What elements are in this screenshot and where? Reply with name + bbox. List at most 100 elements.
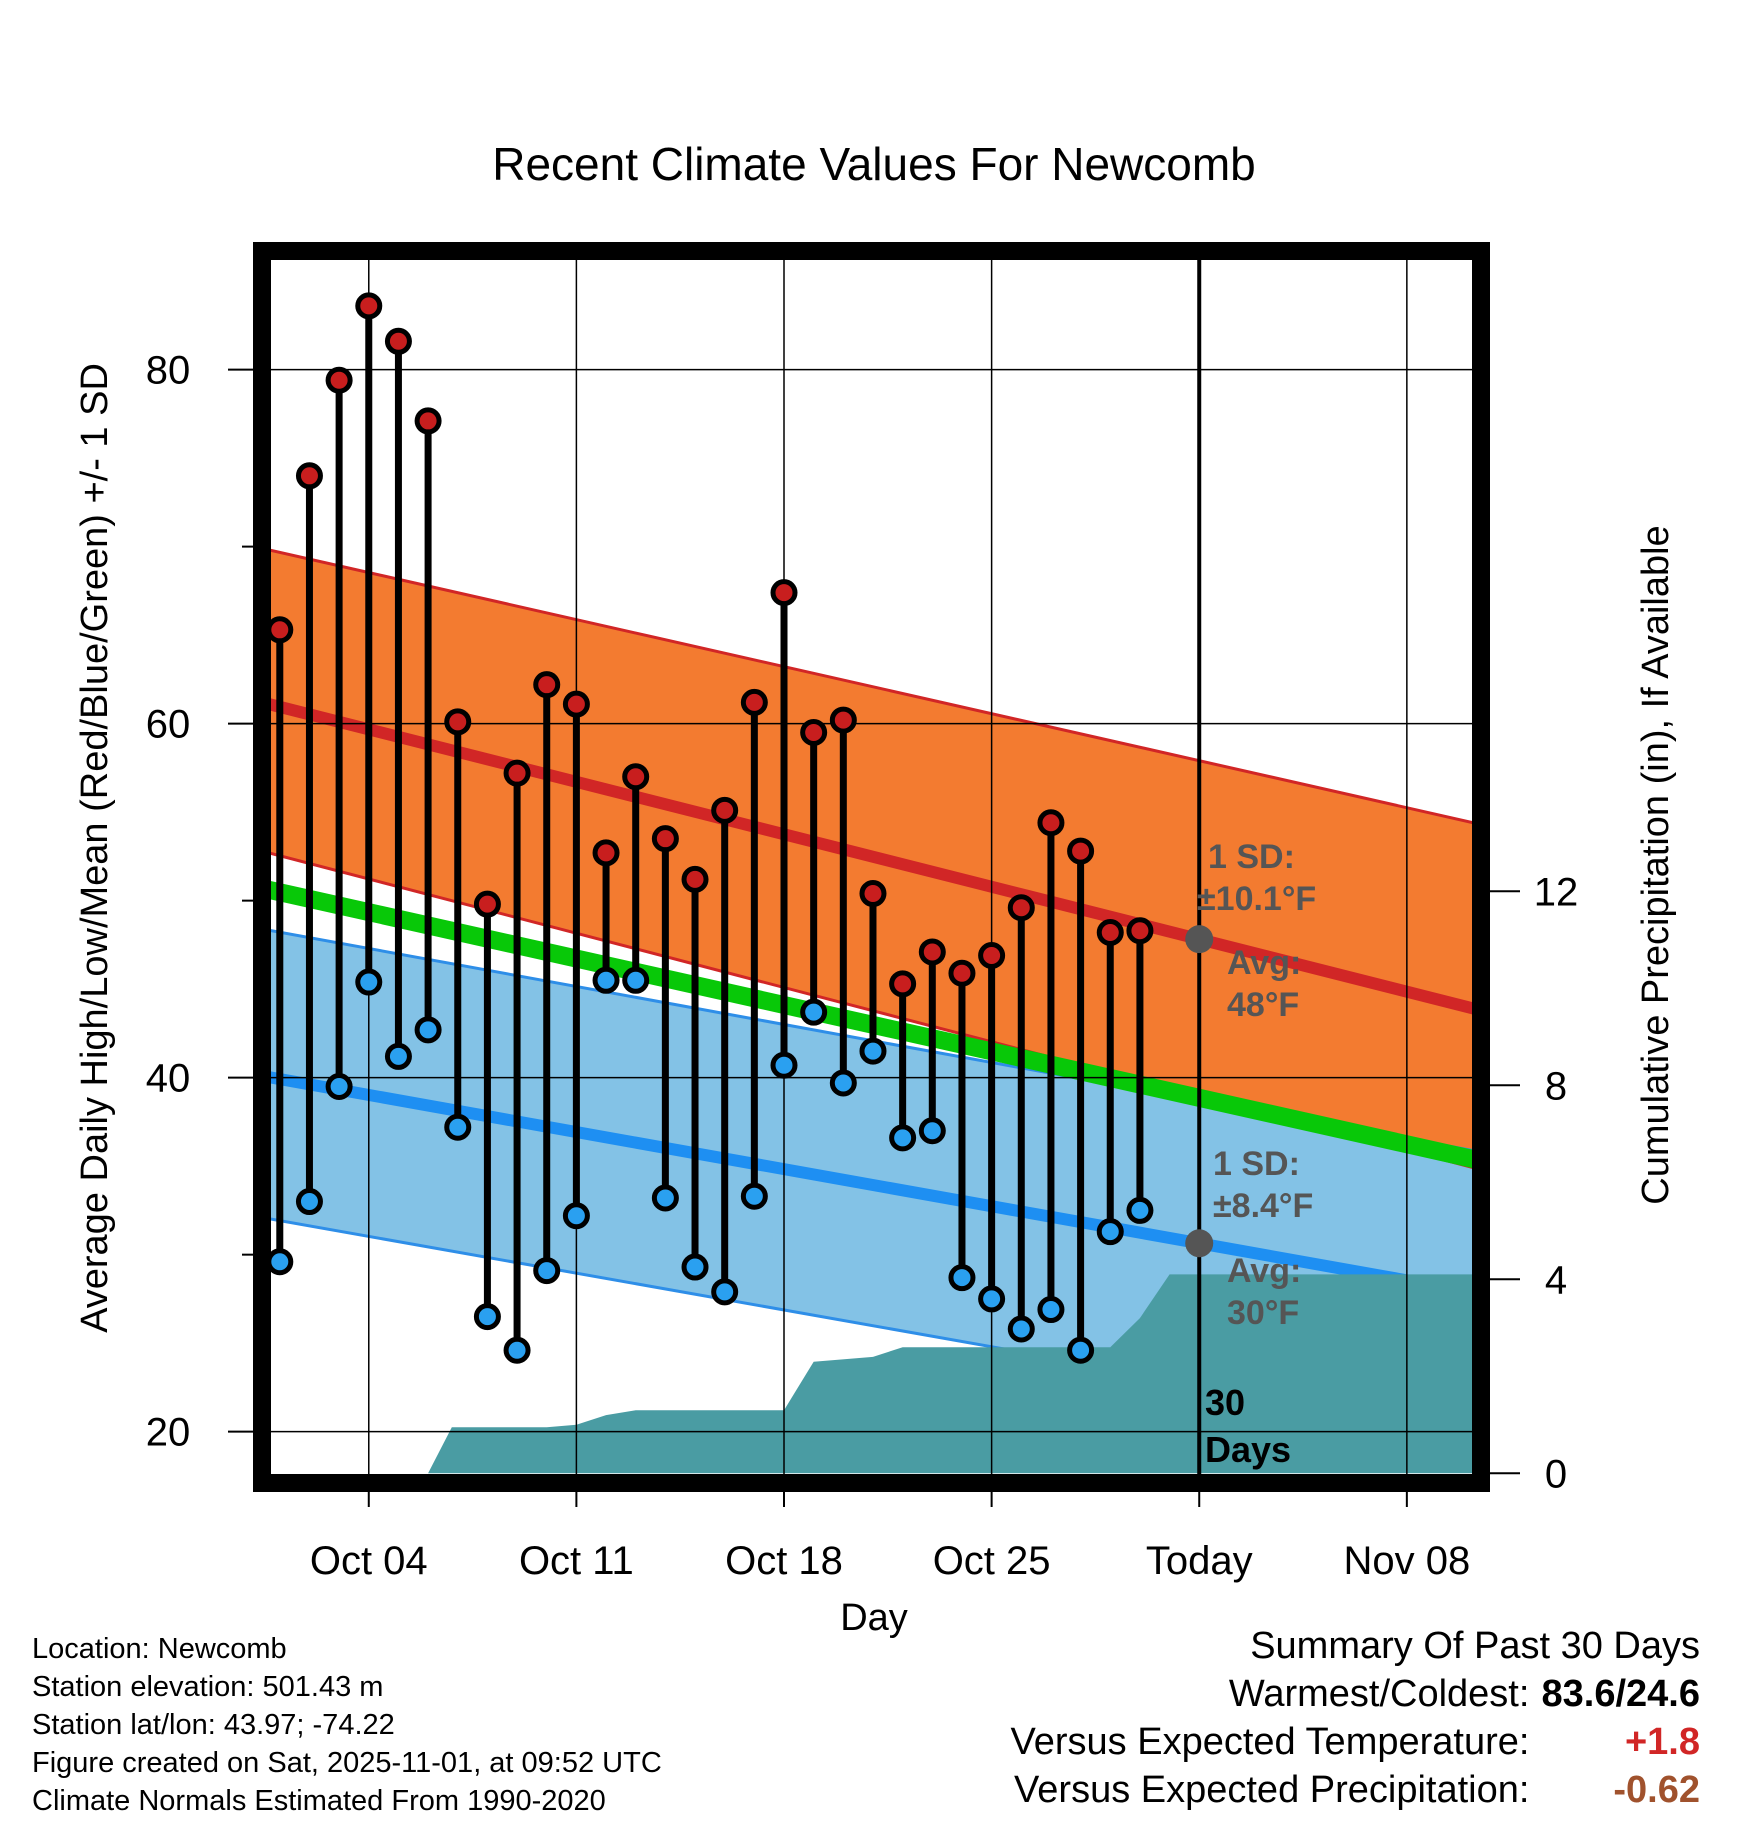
daily-high-point <box>622 763 650 791</box>
y2-tick-label: 4 <box>1545 1258 1567 1302</box>
x-tick-label: Oct 18 <box>725 1539 843 1583</box>
daily-high-point <box>592 839 620 867</box>
x-tick-label: Oct 11 <box>519 1539 634 1583</box>
daily-high-point <box>740 688 768 716</box>
daily-high-point <box>414 407 442 435</box>
daily-low-point <box>651 1184 679 1212</box>
daily-low-point <box>325 1072 353 1100</box>
daily-low-point <box>355 968 383 996</box>
daily-low-point <box>1067 1336 1095 1364</box>
daily-high-point <box>918 938 946 966</box>
daily-high-point <box>325 366 353 394</box>
normal-high-line <box>262 696 1481 1017</box>
y2-tick-label: 12 <box>1534 870 1579 914</box>
daily-high-point <box>889 970 917 998</box>
daily-high-point <box>800 718 828 746</box>
daily-high-point <box>384 327 412 355</box>
x-tick-label: Today <box>1146 1539 1253 1583</box>
high-band-upper-edge <box>262 546 1481 826</box>
daily-high-point <box>1126 917 1154 945</box>
daily-high-point <box>473 890 501 918</box>
daily-high-point <box>770 579 798 607</box>
window-days-unit: Days <box>1205 1429 1291 1470</box>
daily-low-point <box>384 1042 412 1070</box>
info-latlon: Station lat/lon: 43.97; -74.22 <box>32 1709 395 1741</box>
x-axis-label: Day <box>840 1597 908 1639</box>
x-tick-label: Nov 08 <box>1343 1539 1470 1583</box>
daily-high-point <box>978 942 1006 970</box>
daily-low-point <box>948 1264 976 1292</box>
daily-low-point <box>978 1285 1006 1313</box>
normal-low-line <box>262 1069 1481 1300</box>
daily-high-point <box>1067 837 1095 865</box>
daily-low-point <box>295 1188 323 1216</box>
daily-high-point <box>295 462 323 490</box>
daily-low-point <box>1096 1218 1124 1246</box>
summary-temp: Versus Expected Temperature: +1.8 <box>1011 1718 1700 1766</box>
high-sd-label: 1 SD: <box>1208 838 1295 876</box>
temp-value: +1.8 <box>1624 1721 1700 1763</box>
daily-high-point <box>651 825 679 853</box>
y2-axis-label: Cumulative Precipitation (in), If Availa… <box>1635 525 1677 1204</box>
info-location: Location: Newcomb <box>32 1633 287 1665</box>
observations <box>266 292 1154 1364</box>
daily-high-point <box>1096 918 1124 946</box>
daily-high-point <box>1007 894 1035 922</box>
y-tick-label: 60 <box>146 703 191 747</box>
plot-frame <box>253 242 1490 1492</box>
daily-low-point <box>829 1069 857 1097</box>
daily-high-point <box>562 690 590 718</box>
info-normals: Climate Normals Estimated From 1990-2020 <box>32 1785 606 1817</box>
daily-high-point <box>1037 809 1065 837</box>
precip-value: -0.62 <box>1613 1769 1700 1811</box>
daily-low-point <box>533 1257 561 1285</box>
precipitation-area <box>428 1274 1481 1474</box>
daily-low-point <box>473 1303 501 1331</box>
today-low-avg-dot <box>1185 1229 1214 1258</box>
high-sd-value: ±10.1°F <box>1197 880 1316 918</box>
y-axis-label: Average Daily High/Low/Mean (Red/Blue/Gr… <box>74 363 116 1333</box>
daily-low-point <box>266 1248 294 1276</box>
axes: Oct 04 Oct 11 Oct 18 Oct 25 Today Nov 08 20 4 0 6… <box>146 242 1579 1583</box>
summary-warm-cold: Warmest/Coldest: 83.6/24.6 <box>1011 1670 1700 1718</box>
daily-high-point <box>533 671 561 699</box>
station-info: Location: Newcomb Station elevation: 501… <box>32 1630 662 1820</box>
daily-low-point <box>1126 1196 1154 1224</box>
daily-high-point <box>948 959 976 987</box>
temp-label: Versus Expected Temperature: <box>1010 1721 1530 1763</box>
y2-tick-label: 0 <box>1545 1452 1567 1496</box>
summary-panel: Summary Of Past 30 Days Warmest/Coldest:… <box>1011 1622 1700 1814</box>
daily-high-point <box>503 759 531 787</box>
daily-low-point <box>444 1113 472 1141</box>
daily-low-point <box>414 1016 442 1044</box>
daily-high-point <box>711 796 739 824</box>
daily-low-point <box>1007 1315 1035 1343</box>
high-avg-value: 48°F <box>1227 986 1299 1024</box>
daily-low-point <box>740 1182 768 1210</box>
x-tick-label: Oct 04 <box>310 1539 428 1583</box>
info-elevation: Station elevation: 501.43 m <box>32 1671 384 1703</box>
annotations: 1 SD: ±10.1°F Avg: 48°F 1 SD: ±8.4°F Avg: 30°F 3… <box>1185 838 1316 1470</box>
daily-low-point <box>562 1202 590 1230</box>
summary-precip: Versus Expected Precipitation: -0.62 <box>1011 1766 1700 1814</box>
daily-high-point <box>355 292 383 320</box>
y2-tick-label: 8 <box>1545 1064 1567 1108</box>
precip-label: Versus Expected Precipitation: <box>1014 1769 1530 1811</box>
daily-low-point <box>503 1336 531 1364</box>
warm-cold-label: Warmest/Coldest: <box>1228 1673 1530 1715</box>
low-sd-value: ±8.4°F <box>1213 1187 1313 1225</box>
daily-high-point <box>444 708 472 736</box>
daily-high-point <box>266 616 294 644</box>
warm-cold-value: 83.6/24.6 <box>1541 1673 1700 1715</box>
today-high-avg-dot <box>1185 925 1214 954</box>
y-tick-label: 80 <box>146 349 191 393</box>
x-tick-label: Oct 25 <box>933 1539 1051 1583</box>
daily-high-point <box>829 706 857 734</box>
y-tick-label: 20 <box>146 1411 191 1455</box>
info-created: Figure created on Sat, 2025-11-01, at 09… <box>32 1747 662 1779</box>
daily-low-point <box>681 1253 709 1281</box>
daily-low-point <box>622 966 650 994</box>
daily-low-point <box>592 966 620 994</box>
daily-low-point <box>859 1037 887 1065</box>
